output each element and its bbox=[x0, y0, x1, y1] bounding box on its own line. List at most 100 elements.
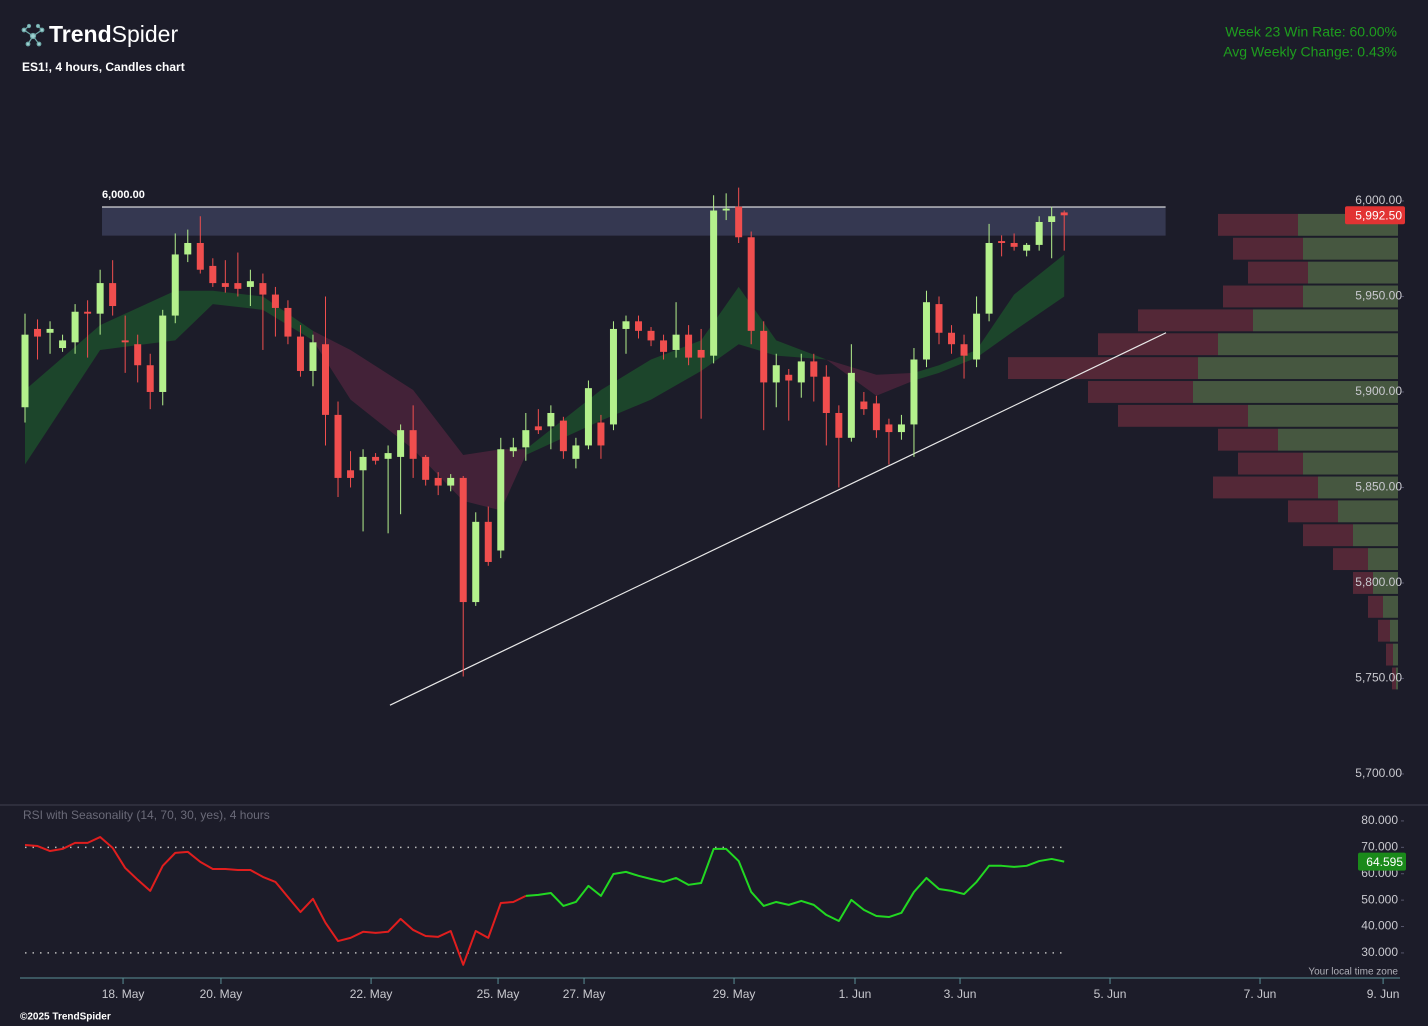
candle-body bbox=[797, 361, 805, 383]
logo-text: TrendSpider bbox=[49, 21, 178, 47]
x-tick-label: 9. Jun bbox=[1367, 987, 1400, 1001]
profile-up bbox=[1396, 667, 1398, 690]
candle-body bbox=[910, 359, 918, 425]
logo-light: Spider bbox=[112, 21, 179, 47]
rsi-last-box bbox=[1358, 852, 1406, 871]
x-tick-label: 27. May bbox=[563, 987, 606, 1001]
profile-up bbox=[1303, 237, 1398, 260]
candle-body bbox=[497, 449, 505, 551]
candle-body bbox=[372, 456, 380, 461]
profile-up bbox=[1303, 452, 1398, 475]
timezone-note: Your local time zone bbox=[1308, 967, 1398, 978]
candle-body bbox=[259, 283, 267, 295]
candle-body bbox=[660, 340, 668, 352]
x-tick-label: 29. May bbox=[713, 987, 756, 1001]
candle-body bbox=[146, 365, 154, 392]
profile-up bbox=[1198, 357, 1398, 380]
candle-body bbox=[71, 311, 79, 343]
candle-body bbox=[359, 456, 367, 471]
candle-body bbox=[96, 283, 104, 314]
x-tick-label: 5. Jun bbox=[1094, 987, 1127, 1001]
candle-body bbox=[847, 372, 855, 438]
candle-body bbox=[284, 307, 292, 337]
candle-body bbox=[835, 412, 843, 438]
candle-body bbox=[985, 242, 993, 314]
x-tick-label: 18. May bbox=[102, 987, 145, 1001]
candle-body bbox=[209, 265, 217, 284]
candle-body bbox=[785, 374, 793, 381]
candle-body bbox=[159, 315, 167, 392]
candle-body bbox=[309, 342, 317, 371]
profile-up bbox=[1390, 619, 1398, 642]
profile-up bbox=[1368, 548, 1398, 571]
y-tick-label: 30.000 bbox=[1361, 945, 1398, 959]
candle-body bbox=[885, 424, 893, 433]
last-price-box bbox=[1345, 206, 1405, 225]
candle-body bbox=[872, 403, 880, 431]
candle-body bbox=[59, 340, 67, 349]
y-tick-label: 5,700.00 bbox=[1355, 766, 1402, 780]
candle-body bbox=[647, 330, 655, 341]
candle-body bbox=[484, 521, 492, 562]
candle-body bbox=[1048, 216, 1056, 222]
candle-body bbox=[34, 328, 42, 337]
y-tick-label: 5,900.00 bbox=[1355, 384, 1402, 398]
candle-body bbox=[171, 254, 179, 316]
candle-body bbox=[534, 426, 542, 431]
profile-up bbox=[1308, 261, 1398, 284]
profile-up bbox=[1248, 404, 1398, 427]
candle-body bbox=[397, 430, 405, 457]
candle-body bbox=[935, 304, 943, 333]
x-tick-label: 22. May bbox=[350, 987, 393, 1001]
candle-body bbox=[296, 336, 304, 371]
candle-body bbox=[522, 430, 530, 448]
candle-body bbox=[559, 420, 567, 452]
profile-up bbox=[1318, 476, 1398, 499]
candle-body bbox=[860, 401, 868, 410]
y-tick-label: 40.000 bbox=[1361, 919, 1398, 933]
profile-down bbox=[1008, 357, 1198, 380]
candle-body bbox=[472, 521, 480, 603]
rsi-title: RSI with Seasonality (14, 70, 30, yes), … bbox=[23, 808, 270, 822]
candle-body bbox=[196, 242, 204, 270]
profile-down bbox=[1392, 667, 1396, 690]
candle-body bbox=[948, 332, 956, 345]
candle-body bbox=[121, 340, 129, 343]
profile-down bbox=[1238, 452, 1303, 475]
candle-body bbox=[572, 445, 580, 459]
candle-body bbox=[635, 321, 643, 331]
y-tick-label: 6,000.00 bbox=[1355, 193, 1402, 207]
candle-body bbox=[822, 376, 830, 413]
candle-body bbox=[960, 344, 968, 356]
profile-up bbox=[1218, 333, 1398, 356]
profile-down bbox=[1248, 261, 1308, 284]
candle-body bbox=[321, 344, 329, 415]
y-tick-label: 5,950.00 bbox=[1355, 289, 1402, 303]
profile-down bbox=[1218, 213, 1298, 236]
profile-up bbox=[1193, 381, 1398, 403]
logo-bold: Trend bbox=[49, 21, 112, 47]
profile-down bbox=[1088, 381, 1193, 403]
rsi-line bbox=[24, 836, 527, 966]
profile-up bbox=[1383, 595, 1398, 618]
candle-body bbox=[184, 242, 192, 255]
profile-down bbox=[1118, 404, 1248, 427]
rsi-last-label: 64.595 bbox=[1366, 855, 1403, 869]
x-tick-label: 25. May bbox=[477, 987, 520, 1001]
profile-up bbox=[1373, 572, 1398, 594]
candle-body bbox=[1023, 244, 1031, 251]
y-tick-label: 5,850.00 bbox=[1355, 480, 1402, 494]
candle-body bbox=[772, 365, 780, 383]
candle-body bbox=[384, 453, 392, 459]
candle-body bbox=[234, 283, 242, 289]
profile-down bbox=[1378, 619, 1390, 642]
candle-body bbox=[760, 330, 768, 383]
candle-body bbox=[1035, 221, 1043, 245]
profile-down bbox=[1333, 548, 1368, 571]
profile-down bbox=[1386, 643, 1393, 666]
subtitle: ES1!, 4 hours, Candles chart bbox=[22, 60, 185, 74]
candle-body bbox=[998, 241, 1006, 243]
y-tick-label: 80.000 bbox=[1361, 813, 1398, 827]
candle-body bbox=[459, 477, 467, 603]
